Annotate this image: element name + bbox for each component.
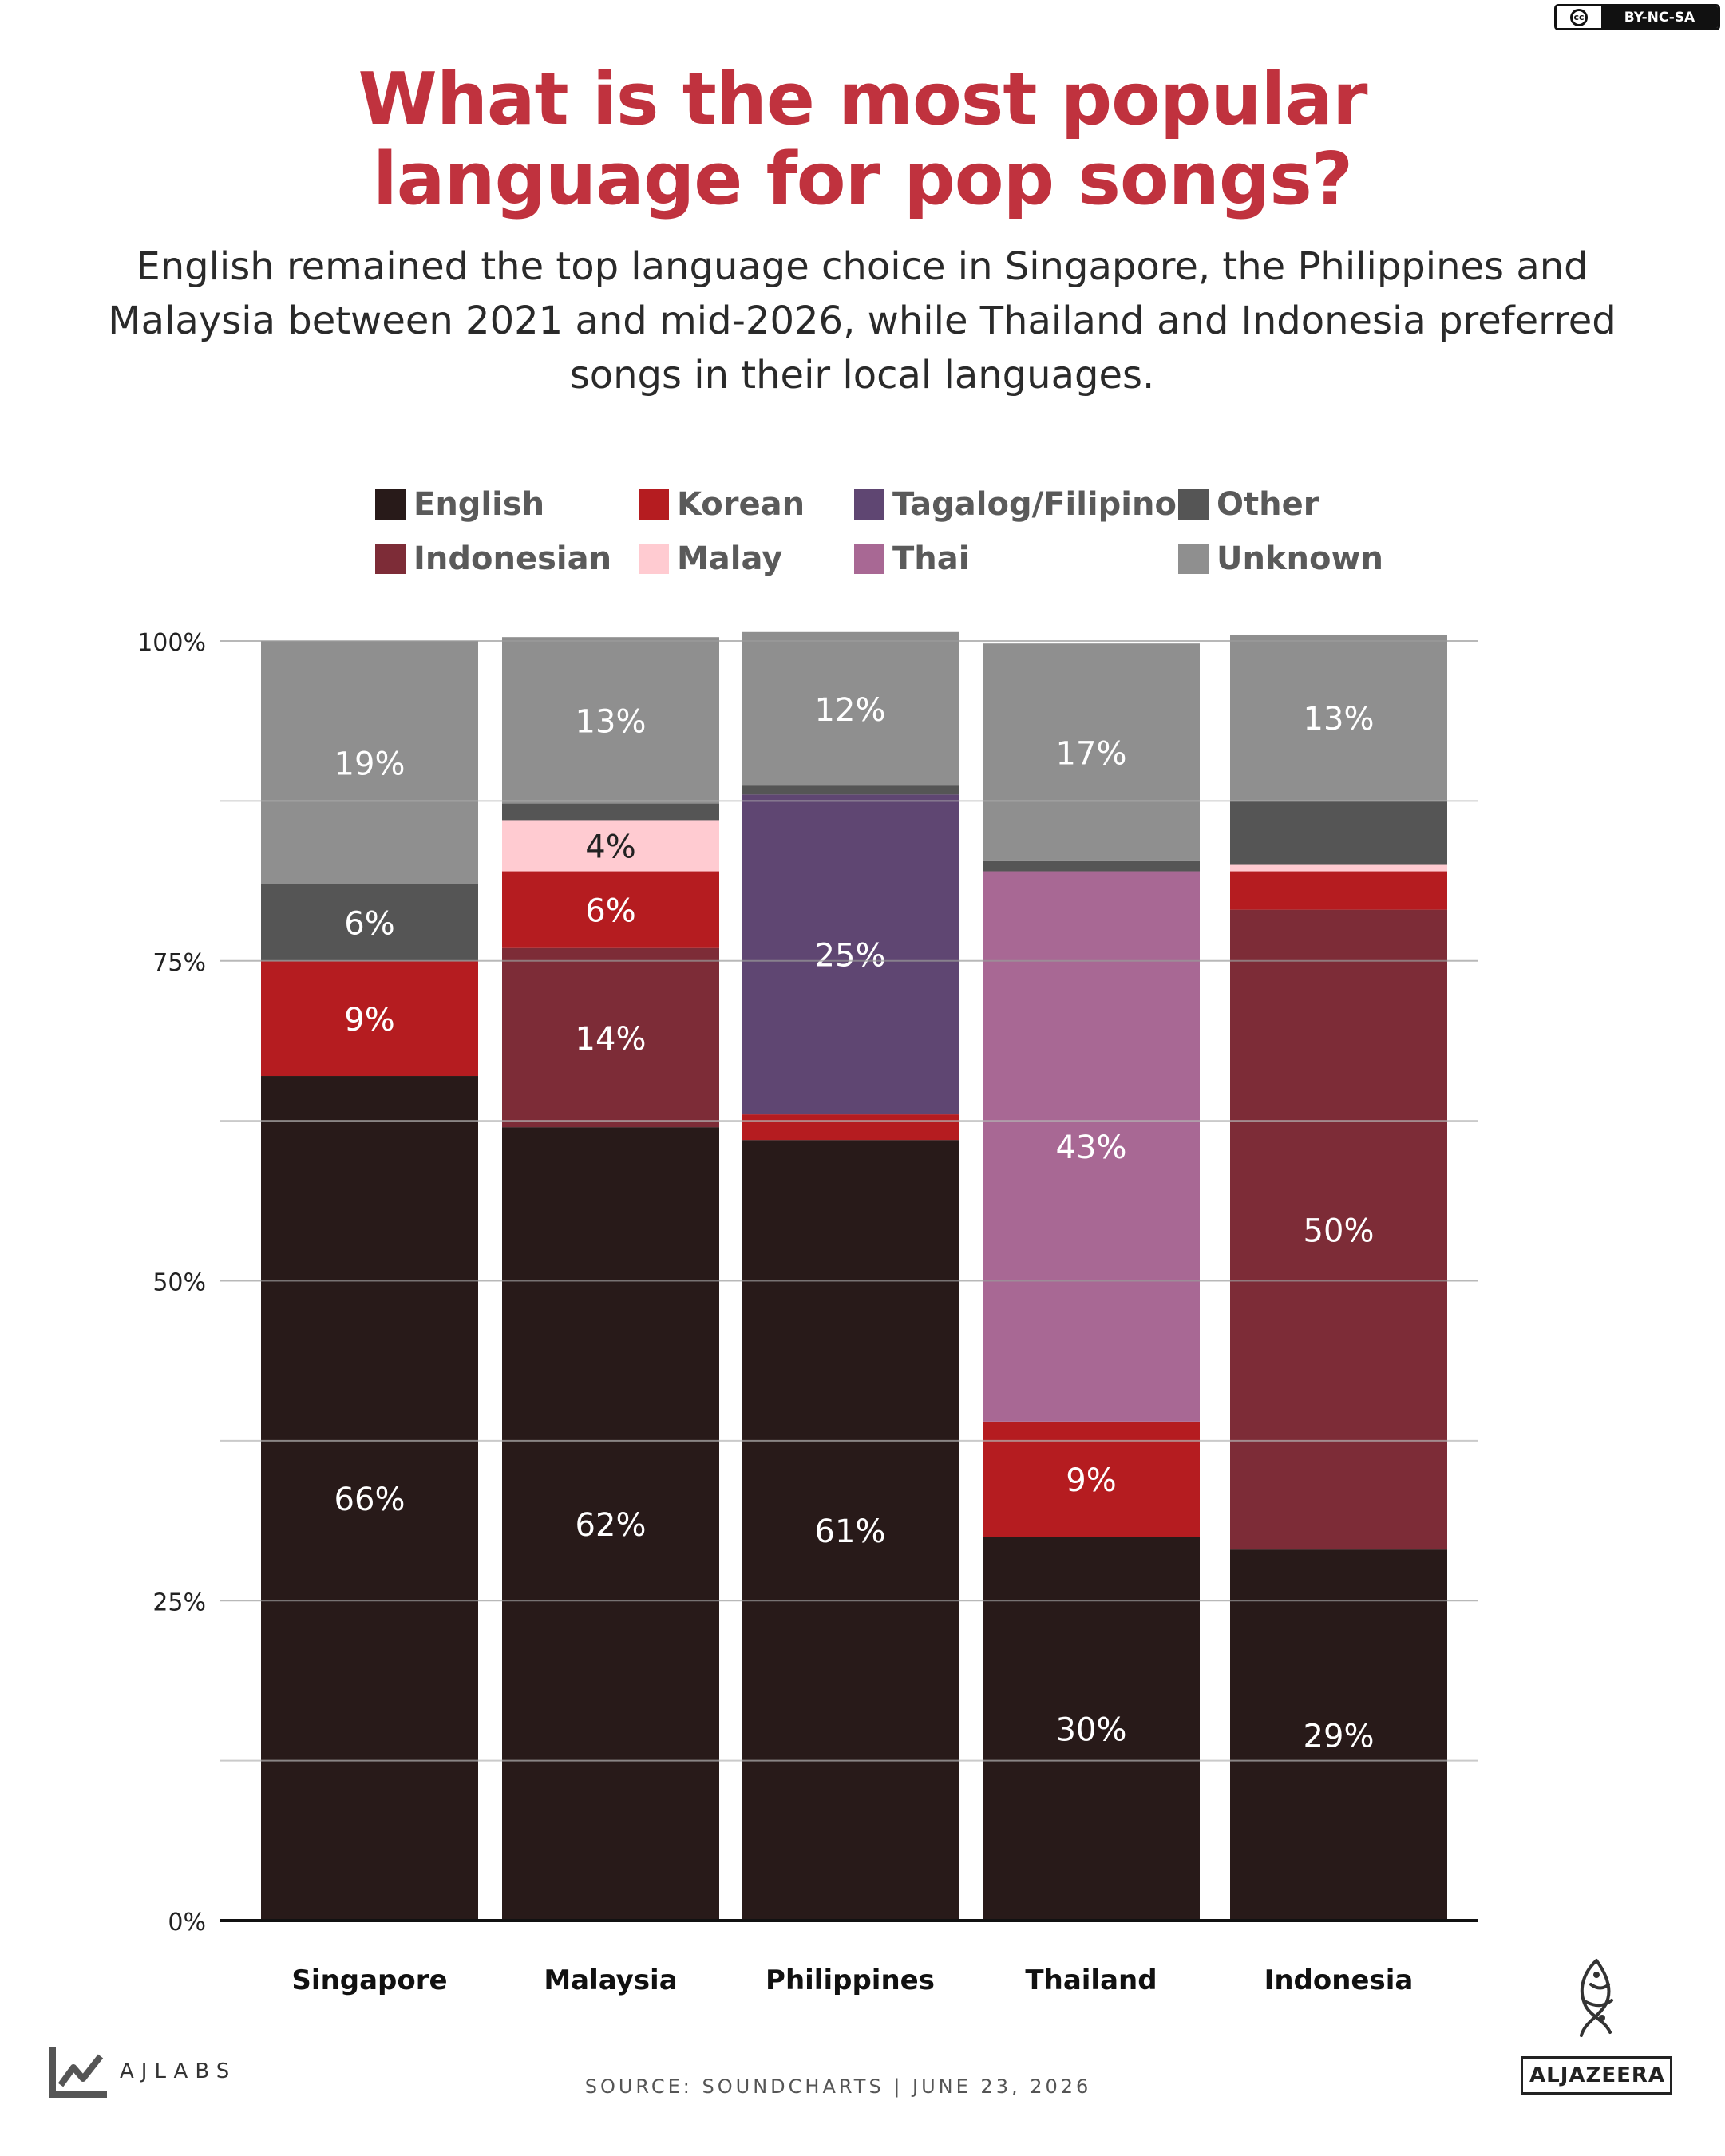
x-tick-label-singapore: Singapore: [291, 1964, 447, 1996]
bar-segment-thailand-thai: [983, 871, 1200, 1422]
aljazeera-wordmark: ALJAZEERA: [1521, 2056, 1672, 2095]
legend-label: Tagalog/Filipino: [892, 486, 1177, 523]
legend-label: Thai: [892, 540, 970, 577]
aljazeera-logo: ALJAZEERA: [1521, 1956, 1672, 2095]
ajlabs-icon: [49, 2047, 107, 2098]
bar-segment-singapore-unknown: [261, 641, 478, 884]
source-credit: SOURCE: SOUNDCHARTS | JUNE 23, 2026: [584, 2075, 1092, 2098]
bar-segment-indonesia-unknown: [1230, 634, 1447, 801]
bar-segment-singapore-other: [261, 884, 478, 961]
ajlabs-logo: AJLABS: [48, 2043, 236, 2099]
data-label: 30%: [1056, 1712, 1127, 1749]
data-label: 14%: [576, 1021, 647, 1058]
legend-swatch: [854, 544, 884, 574]
legend-item-tagalog-filipino: Tagalog/Filipino: [854, 486, 1177, 523]
data-label: 9%: [1066, 1462, 1116, 1499]
data-label: 6%: [585, 893, 635, 930]
data-label: 66%: [334, 1482, 406, 1518]
bar-segment-singapore-korean: [261, 960, 478, 1077]
legend-item-korean: Korean: [639, 486, 805, 523]
data-label: 62%: [576, 1507, 647, 1544]
data-label: 12%: [815, 692, 886, 729]
legend-swatch: [1178, 489, 1209, 520]
legend-swatch: [639, 489, 669, 520]
bar-segment-malaysia-other: [502, 803, 719, 821]
data-label: 9%: [344, 1002, 394, 1038]
data-label: 6%: [344, 906, 394, 943]
title-line-2: language for pop songs?: [372, 137, 1353, 221]
bar-segment-malaysia-unknown: [502, 637, 719, 804]
legend-item-unknown: Unknown: [1178, 540, 1383, 577]
bar-segment-indonesia-english: [1230, 1549, 1447, 1921]
legend-label: Korean: [677, 486, 805, 523]
cc-icon: cc: [1557, 6, 1601, 28]
legend-item-other: Other: [1178, 486, 1319, 523]
data-label: 19%: [334, 746, 406, 782]
legend-label: Malay: [677, 540, 783, 577]
bar-segment-philippines-other: [742, 785, 959, 795]
bar-segment-malaysia-korean: [502, 871, 719, 948]
y-tick-label: 100%: [137, 629, 206, 657]
legend-item-malay: Malay: [639, 540, 783, 577]
bar-segment-thailand-other: [983, 860, 1200, 872]
page-subtitle: English remained the top language choice…: [108, 244, 1616, 398]
legend-item-thai: Thai: [854, 540, 970, 577]
data-label: 13%: [576, 703, 647, 740]
legend-swatch: [1178, 544, 1209, 574]
bar-segment-malaysia-indonesian: [502, 947, 719, 1128]
bar-segment-philippines-unknown: [742, 631, 959, 786]
legend-label: Other: [1217, 486, 1319, 523]
data-label: 4%: [585, 829, 635, 865]
data-label: 61%: [815, 1513, 886, 1550]
bar-segment-thailand-unknown: [983, 643, 1200, 861]
legend-swatch: [375, 544, 406, 574]
data-label: 13%: [1304, 701, 1375, 738]
y-tick-label: 25%: [152, 1588, 206, 1616]
bar-segment-philippines-english: [742, 1140, 959, 1921]
legend-swatch: [639, 544, 669, 574]
data-label: 17%: [1056, 735, 1127, 772]
aljazeera-calligraphy-icon: [1580, 1959, 1613, 2037]
x-tick-label-malaysia: Malaysia: [544, 1964, 677, 1996]
legend-item-indonesian: Indonesian: [375, 540, 612, 577]
x-tick-label-indonesia: Indonesia: [1264, 1964, 1414, 1996]
y-tick-label: 50%: [152, 1269, 206, 1297]
bar-segment-indonesia-malay: [1230, 864, 1447, 872]
bar-segment-malaysia-malay: [502, 820, 719, 872]
x-tick-label-thailand: Thailand: [1025, 1964, 1157, 1996]
bar-segment-indonesia-other: [1230, 801, 1447, 865]
legend-swatch: [854, 489, 884, 520]
data-label: 25%: [815, 938, 886, 975]
bar-segment-malaysia-english: [502, 1127, 719, 1921]
page-title: What is the most popular language for po…: [0, 60, 1725, 220]
y-tick-label: 0%: [168, 1909, 206, 1936]
bar-segment-indonesia-korean: [1230, 871, 1447, 910]
x-tick-label-philippines: Philippines: [766, 1964, 935, 1996]
y-tick-label: 75%: [152, 949, 206, 977]
bar-segment-indonesia-indonesian: [1230, 909, 1447, 1550]
license-text: BY-NC-SA: [1601, 6, 1718, 28]
legend-label: Unknown: [1217, 540, 1383, 577]
legend-label: English: [413, 486, 545, 523]
bar-segment-philippines-korean: [742, 1114, 959, 1141]
legend-item-english: English: [375, 486, 545, 523]
data-label: 43%: [1056, 1129, 1127, 1166]
bar-segment-singapore-english: [261, 1076, 478, 1921]
data-label: 50%: [1304, 1213, 1375, 1249]
bar-segment-philippines-tagalog-filipino: [742, 794, 959, 1115]
title-line-1: What is the most popular: [358, 57, 1368, 141]
legend-label: Indonesian: [413, 540, 612, 577]
license-badge: cc BY-NC-SA: [1554, 4, 1720, 30]
ajlabs-text: AJLABS: [120, 2059, 237, 2083]
legend-swatch: [375, 489, 406, 520]
data-label: 29%: [1304, 1719, 1375, 1755]
